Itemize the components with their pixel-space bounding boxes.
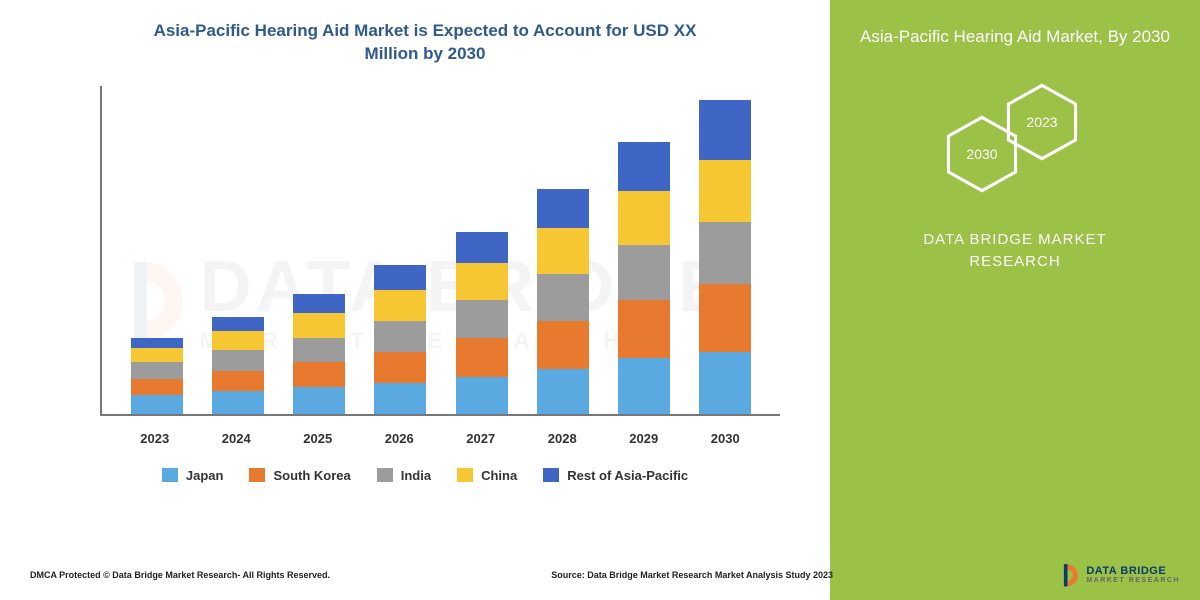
- seg-south-korea: [537, 321, 589, 368]
- seg-japan: [212, 391, 264, 414]
- seg-india: [699, 222, 751, 284]
- logo-bar: [1064, 564, 1068, 586]
- seg-japan: [131, 395, 183, 414]
- footer-logo-text1: DATA BRIDGE: [1086, 566, 1180, 577]
- legend-label: China: [481, 468, 517, 483]
- seg-rest-of-asia-pacific: [456, 232, 508, 263]
- xlabel-2027: 2027: [451, 431, 511, 446]
- right-panel-title: Asia-Pacific Hearing Aid Market, By 2030: [860, 25, 1170, 49]
- seg-china: [699, 160, 751, 222]
- bar-2023: [127, 338, 187, 414]
- seg-rest-of-asia-pacific: [537, 189, 589, 228]
- seg-india: [374, 321, 426, 352]
- bar-2028: [533, 189, 593, 414]
- seg-rest-of-asia-pacific: [618, 142, 670, 192]
- seg-japan: [374, 383, 426, 414]
- brand-text: DATA BRIDGE MARKET RESEARCH: [923, 229, 1106, 274]
- seg-japan: [699, 352, 751, 414]
- bar-2024: [208, 317, 268, 414]
- seg-india: [212, 350, 264, 371]
- seg-south-korea: [699, 284, 751, 352]
- chart-title: Asia-Pacific Hearing Aid Market is Expec…: [145, 20, 705, 66]
- seg-china: [131, 348, 183, 362]
- legend-swatch: [162, 468, 178, 482]
- right-panel: Asia-Pacific Hearing Aid Market, By 2030…: [830, 0, 1200, 600]
- xlabel-2025: 2025: [288, 431, 348, 446]
- bar-2026: [370, 265, 430, 414]
- brand-line1: DATA BRIDGE MARKET: [923, 229, 1106, 252]
- seg-japan: [293, 387, 345, 414]
- seg-japan: [537, 369, 589, 414]
- seg-china: [293, 313, 345, 338]
- seg-south-korea: [293, 362, 345, 387]
- seg-china: [537, 228, 589, 273]
- footer-logo-text2: MARKET RESEARCH: [1086, 577, 1180, 584]
- seg-south-korea: [618, 300, 670, 358]
- xlabel-2026: 2026: [369, 431, 429, 446]
- seg-rest-of-asia-pacific: [293, 294, 345, 313]
- plot-area: [100, 86, 780, 416]
- legend-item-south-korea: South Korea: [249, 468, 350, 483]
- footer-logo-icon: [1054, 562, 1080, 588]
- legend-item-china: China: [457, 468, 517, 483]
- legend-item-japan: Japan: [162, 468, 224, 483]
- seg-india: [456, 300, 508, 337]
- seg-china: [212, 331, 264, 350]
- hex-2023: 2023: [1003, 83, 1081, 161]
- hex-group: 2030 2023: [925, 79, 1105, 199]
- bar-2029: [614, 142, 674, 414]
- legend: Japan South Korea India China Rest of Asia-P…: [30, 468, 820, 483]
- footer-copyright: DMCA Protected © Data Bridge Market Rese…: [30, 570, 330, 580]
- legend-swatch: [249, 468, 265, 482]
- seg-south-korea: [212, 371, 264, 392]
- seg-japan: [456, 377, 508, 414]
- seg-india: [618, 245, 670, 301]
- xlabel-2023: 2023: [125, 431, 185, 446]
- seg-china: [456, 263, 508, 300]
- seg-india: [537, 274, 589, 321]
- legend-item-rest-of-asia-pacific: Rest of Asia-Pacific: [543, 468, 688, 483]
- xlabel-2029: 2029: [614, 431, 674, 446]
- seg-rest-of-asia-pacific: [212, 317, 264, 331]
- footer-logo: DATA BRIDGE MARKET RESEARCH: [1054, 562, 1180, 588]
- legend-swatch: [457, 468, 473, 482]
- footer: DMCA Protected © Data Bridge Market Rese…: [30, 562, 1180, 588]
- legend-label: Rest of Asia-Pacific: [567, 468, 688, 483]
- bar-2025: [289, 294, 349, 414]
- root: DATA BRIDGE MARKET RESEARCH Asia-Pacific…: [0, 0, 1200, 600]
- seg-japan: [618, 358, 670, 414]
- legend-label: South Korea: [273, 468, 350, 483]
- seg-south-korea: [456, 338, 508, 377]
- seg-china: [618, 191, 670, 245]
- legend-label: Japan: [186, 468, 224, 483]
- xlabel-2024: 2024: [206, 431, 266, 446]
- footer-source: Source: Data Bridge Market Research Mark…: [551, 570, 833, 580]
- xlabel-2030: 2030: [695, 431, 755, 446]
- hex-2030-label: 2030: [966, 146, 997, 162]
- legend-swatch: [377, 468, 393, 482]
- legend-swatch: [543, 468, 559, 482]
- seg-south-korea: [131, 379, 183, 396]
- logo-arc: [1067, 564, 1078, 586]
- legend-label: India: [401, 468, 431, 483]
- bar-2027: [452, 232, 512, 414]
- bar-2030: [695, 100, 755, 414]
- brand-line2: RESEARCH: [923, 251, 1106, 274]
- xlabel-2028: 2028: [532, 431, 592, 446]
- seg-india: [293, 338, 345, 363]
- seg-rest-of-asia-pacific: [699, 100, 751, 160]
- legend-item-india: India: [377, 468, 431, 483]
- left-panel: DATA BRIDGE MARKET RESEARCH Asia-Pacific…: [0, 0, 830, 600]
- seg-south-korea: [374, 352, 426, 383]
- seg-china: [374, 290, 426, 321]
- seg-rest-of-asia-pacific: [374, 265, 426, 290]
- seg-india: [131, 362, 183, 379]
- hex-2023-label: 2023: [1026, 114, 1057, 130]
- seg-rest-of-asia-pacific: [131, 338, 183, 348]
- x-axis-labels: 2023 2024 2025 2026 2027 2028 2029 2030: [100, 431, 780, 446]
- chart: 2023 2024 2025 2026 2027 2028 2029 2030: [60, 76, 790, 456]
